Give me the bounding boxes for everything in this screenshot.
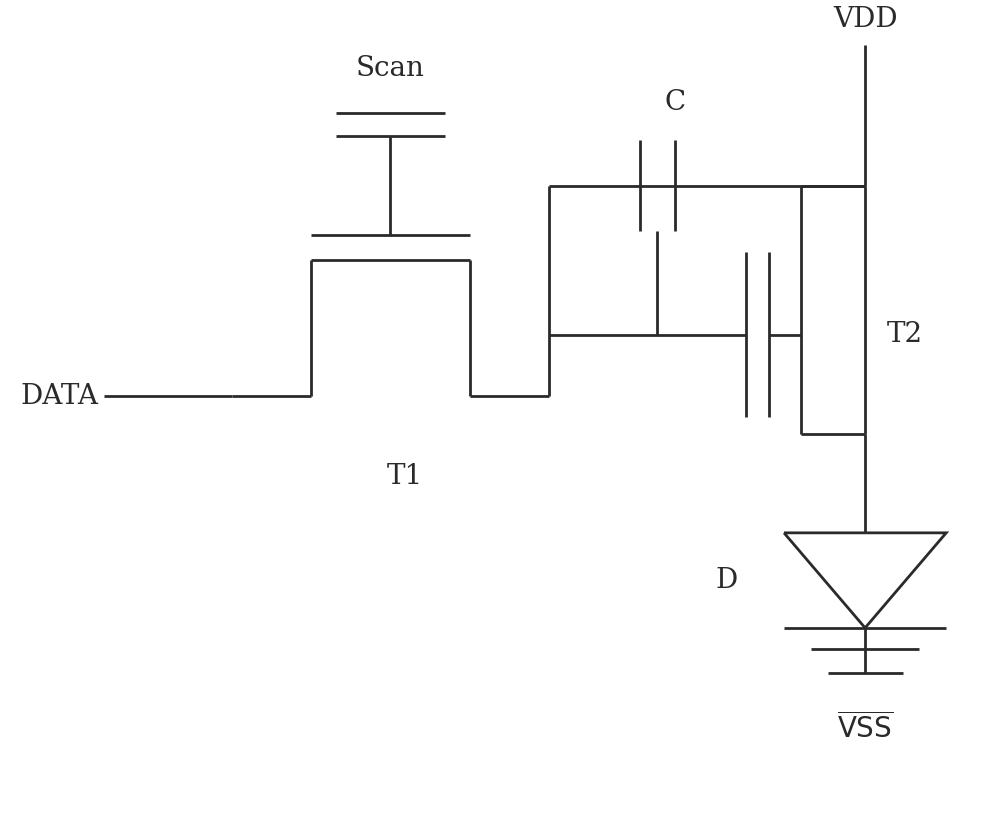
Text: Scan: Scan	[356, 55, 425, 82]
Text: T2: T2	[887, 321, 923, 348]
Text: T1: T1	[387, 463, 423, 490]
Text: $\overline{\rm VSS}$: $\overline{\rm VSS}$	[837, 713, 893, 744]
Text: D: D	[716, 567, 738, 594]
Text: C: C	[665, 88, 686, 116]
Text: DATA: DATA	[21, 383, 99, 410]
Text: VDD: VDD	[833, 6, 897, 33]
